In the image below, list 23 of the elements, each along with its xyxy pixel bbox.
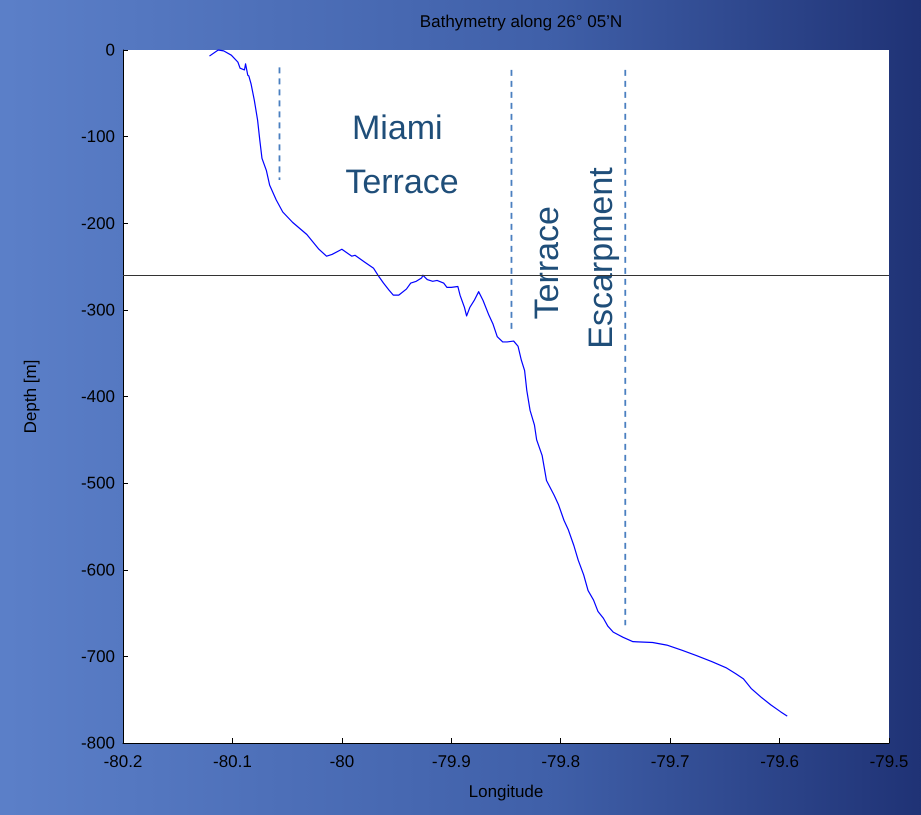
y-tick-label: -700 xyxy=(80,646,115,666)
y-tick-label: -300 xyxy=(80,300,115,320)
y-tick-label: -500 xyxy=(80,474,115,493)
y-tick-label: -400 xyxy=(80,387,115,406)
annotation: Miami Terrace xyxy=(345,109,459,201)
x-tick-label: -79.8 xyxy=(541,752,580,771)
x-tick-label: -80 xyxy=(330,752,354,771)
y-tick-label: -600 xyxy=(80,560,115,580)
y-tick-label: -100 xyxy=(80,127,115,146)
y-tick-label: -800 xyxy=(80,734,115,752)
x-tick-label: -80.1 xyxy=(213,752,252,771)
annotation: Terrace Escarpment xyxy=(528,166,620,349)
x-axis-title: Longitude xyxy=(468,782,544,801)
x-tick-label: -79.6 xyxy=(760,752,799,771)
x-tick-label: -79.9 xyxy=(432,752,471,771)
chart-title: Bathymetry along 26° 05’N xyxy=(420,12,622,31)
x-tick-label: -80.2 xyxy=(104,752,142,771)
y-axis-title: Depth [m] xyxy=(21,360,40,434)
line-series xyxy=(208,49,788,717)
y-tick-label: 0 xyxy=(106,40,115,60)
y-tick-label: -200 xyxy=(80,214,115,233)
x-tick-label: -79.7 xyxy=(650,752,690,771)
x-tick-label: -79.5 xyxy=(870,752,908,771)
